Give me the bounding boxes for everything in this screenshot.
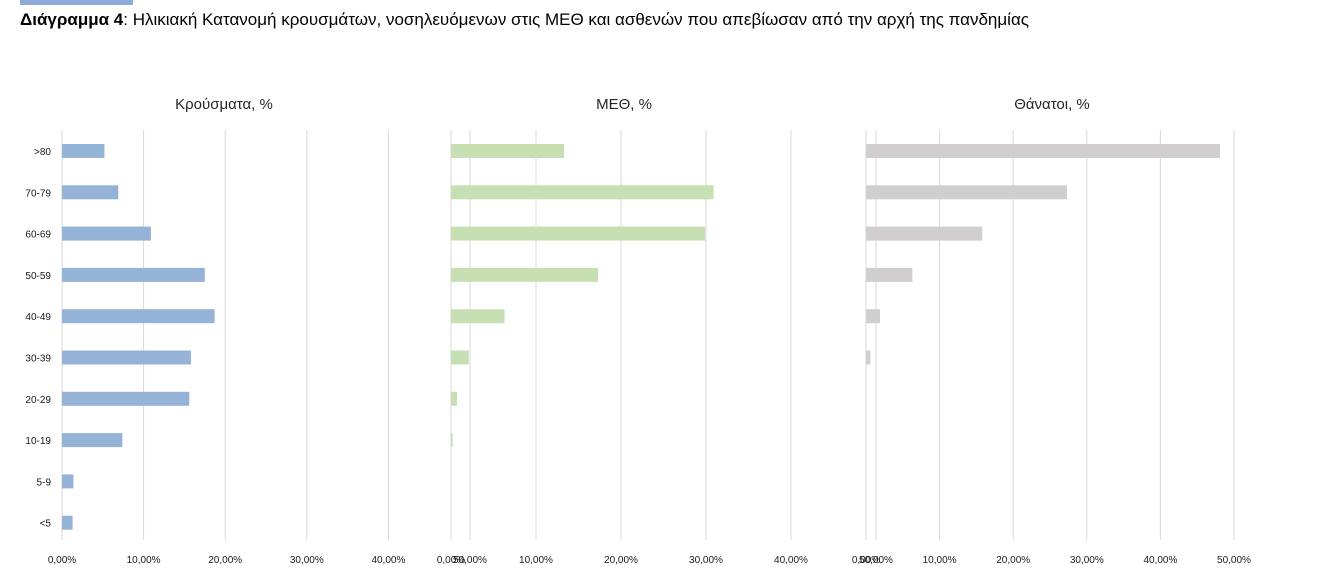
bar	[62, 515, 73, 530]
x-tick-label: 10,00%	[127, 555, 161, 566]
category-label: 5-9	[37, 477, 52, 488]
x-tick-label: 50,00%	[1217, 555, 1251, 566]
bar	[62, 391, 190, 406]
bar	[866, 350, 871, 365]
bar	[62, 309, 215, 324]
category-label: <5	[40, 519, 52, 530]
bar	[62, 226, 151, 241]
bar	[62, 350, 191, 365]
x-tick-label: 50,00%	[859, 555, 893, 566]
bar	[451, 226, 706, 241]
bar	[866, 226, 983, 241]
x-tick-label: 0,00%	[852, 555, 880, 566]
x-tick-label: 30,00%	[689, 555, 723, 566]
bar	[62, 267, 205, 282]
x-tick-label: 10,00%	[519, 555, 553, 566]
chart-title: ΜΕΘ, %	[596, 96, 652, 113]
x-tick-label: 30,00%	[1070, 555, 1104, 566]
x-tick-label: 20,00%	[996, 555, 1030, 566]
bar	[451, 350, 469, 365]
chart-title: Θάνατοι, %	[1014, 96, 1090, 113]
bar	[451, 144, 565, 158]
category-label: >80	[34, 147, 51, 158]
bar	[866, 144, 1221, 158]
bar	[451, 309, 505, 324]
category-label: 70-79	[25, 188, 51, 199]
x-tick-label: 40,00%	[1143, 555, 1177, 566]
x-tick-label: 10,00%	[923, 555, 957, 566]
x-tick-label: 40,00%	[371, 555, 405, 566]
category-label: 10-19	[25, 436, 51, 447]
bar	[451, 185, 714, 200]
x-tick-label: 50,00%	[453, 555, 487, 566]
category-label: 40-49	[25, 312, 51, 323]
caption-text: : Ηλικιακή Κατανομή κρουσμάτων, νοσηλευό…	[123, 10, 1029, 29]
bar	[62, 474, 74, 489]
bar	[451, 433, 453, 448]
x-tick-label: 30,00%	[290, 555, 324, 566]
x-tick-label: 40,00%	[774, 555, 808, 566]
x-tick-label: 20,00%	[604, 555, 638, 566]
bar	[62, 185, 119, 200]
figure-caption: Διάγραμμα 4: Ηλικιακή Κατανομή κρουσμάτω…	[20, 10, 1029, 30]
x-tick-label: 20,00%	[208, 555, 242, 566]
chart-title: Κρούσματα, %	[175, 96, 273, 113]
x-tick-label: 0,00%	[48, 555, 76, 566]
bar	[62, 433, 123, 448]
bar	[62, 144, 105, 158]
bar	[451, 267, 599, 282]
x-tick-label: 0,00%	[437, 555, 465, 566]
bar	[866, 309, 880, 324]
category-label: 20-29	[25, 395, 51, 406]
bar	[866, 185, 1067, 200]
category-label: 50-59	[25, 271, 51, 282]
caption-tab	[20, 0, 133, 5]
bar	[451, 391, 457, 406]
category-label: 60-69	[25, 230, 51, 241]
caption-label: Διάγραμμα 4	[20, 10, 124, 29]
bar	[866, 267, 913, 282]
category-label: 30-39	[25, 354, 51, 365]
